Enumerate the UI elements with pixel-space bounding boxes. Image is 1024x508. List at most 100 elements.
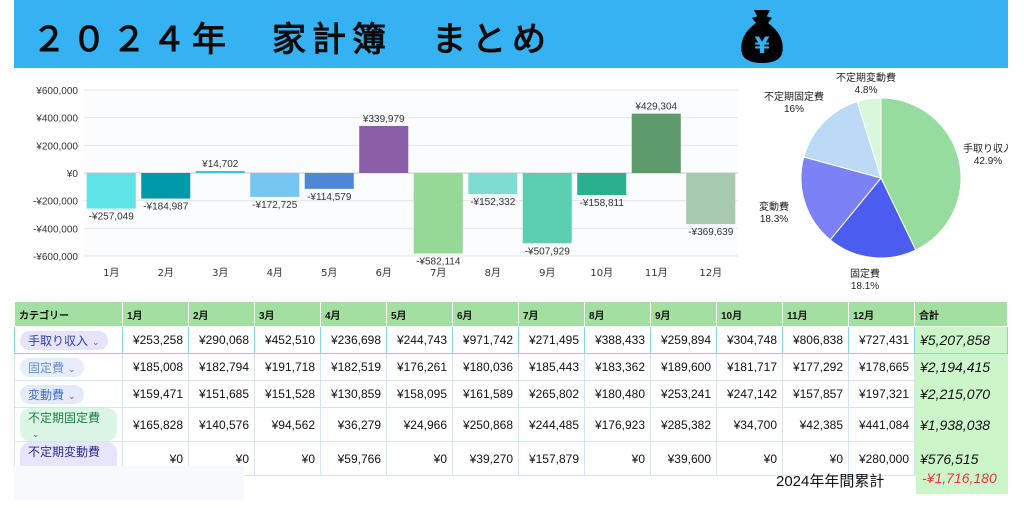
x-tick-label: 3月 [212, 267, 228, 279]
x-tick-label: 11月 [645, 267, 668, 279]
data-label: -¥158,811 [580, 198, 625, 209]
month-value-cell: ¥185,008 [122, 353, 189, 381]
month-value-cell: ¥259,894 [650, 326, 717, 354]
bar [141, 173, 191, 199]
month-value-cell: ¥177,292 [782, 353, 849, 381]
blank-area [14, 466, 244, 500]
pie-slice-pct: 18.1% [851, 281, 879, 292]
month-value-cell: ¥0 [584, 441, 651, 476]
table-row: 手取り収入 ⌄ ¥253,258 ¥290,068 ¥452,510 ¥236,698 ¥2… [14, 326, 1008, 354]
x-tick-label: 12月 [699, 267, 722, 279]
category-label: 変動費 [28, 387, 65, 402]
bar [631, 113, 681, 173]
header-month: 4月 [320, 301, 387, 327]
table-body: 手取り収入 ⌄ ¥253,258 ¥290,068 ¥452,510 ¥236,698 ¥2… [14, 326, 1008, 476]
month-value-cell: ¥140,576 [188, 407, 255, 442]
bar [86, 173, 136, 209]
month-value-cell: ¥191,718 [254, 353, 321, 381]
data-label: -¥184,987 [143, 202, 188, 213]
bar [468, 173, 518, 195]
month-value-cell: ¥157,879 [518, 441, 585, 476]
category-select-chip[interactable]: 固定費 ⌄ [20, 357, 84, 377]
month-value-cell: ¥161,589 [452, 380, 519, 408]
annual-total-label: 2024年年間累計 [776, 473, 885, 490]
row-total-cell: ¥2,215,070 [914, 380, 1008, 408]
month-value-cell: ¥182,519 [320, 353, 387, 381]
pie-slice-pct: 4.8% [855, 85, 878, 96]
month-value-cell: ¥806,838 [782, 326, 849, 354]
month-value-cell: ¥280,000 [848, 441, 915, 476]
month-value-cell: ¥94,562 [254, 407, 321, 442]
row-total-cell: ¥1,938,038 [914, 407, 1008, 442]
month-value-cell: ¥189,600 [650, 353, 717, 381]
month-value-cell: ¥271,495 [518, 326, 585, 354]
x-tick-label: 5月 [321, 267, 337, 279]
month-value-cell: ¥151,685 [188, 380, 255, 408]
monthly-table: カテゴリー 1月 2月 3月 4月 5月 6月 7月 8月 9月 10月 11月 12月 合計 手取り収入… [14, 301, 1008, 476]
pie-slice-label: 固定費 [850, 267, 880, 280]
category-cell: 変動費 ⌄ [14, 380, 123, 408]
data-label: -¥582,114 [416, 257, 461, 268]
header-month: 1月 [122, 301, 189, 327]
month-value-cell: ¥0 [716, 441, 783, 476]
category-label: 不定期変動費 [28, 445, 101, 459]
category-select-chip[interactable]: 手取り収入 ⌄ [20, 330, 108, 350]
month-value-cell: ¥165,828 [122, 407, 189, 442]
month-value-cell: ¥236,698 [320, 326, 387, 354]
header-month: 12月 [848, 301, 915, 327]
page-title: ２０２４年 家計簿 まとめ [32, 20, 552, 60]
data-label: -¥257,049 [89, 212, 134, 223]
data-label: -¥152,332 [470, 197, 515, 208]
header-month: 11月 [782, 301, 849, 327]
bar [686, 173, 736, 225]
month-value-cell: ¥265,802 [518, 380, 585, 408]
month-value-cell: ¥42,385 [782, 407, 849, 442]
month-value-cell: ¥0 [254, 441, 321, 476]
category-label: 固定費 [28, 360, 65, 375]
pie-slice [800, 156, 882, 241]
pie-slice-label: 不定期変動費 [836, 71, 896, 84]
header-month: 9月 [650, 301, 717, 327]
month-value-cell: ¥36,279 [320, 407, 387, 442]
bar [250, 173, 300, 197]
month-value-cell: ¥39,600 [650, 441, 717, 476]
bar [577, 173, 627, 195]
header-month: 10月 [716, 301, 783, 327]
chevron-down-icon: ⌄ [92, 336, 100, 347]
monthly-balance-bar-chart: ¥600,000 ¥400,000 ¥200,000 ¥0 -¥200,000 -¥400… [33, 86, 738, 279]
header-month: 6月 [452, 301, 519, 327]
month-value-cell: ¥247,142 [716, 380, 783, 408]
pie-slice-label: 変動費 [759, 200, 789, 213]
category-select-chip[interactable]: 変動費 ⌄ [20, 384, 84, 404]
month-value-cell: ¥34,700 [716, 407, 783, 442]
month-value-cell: ¥180,480 [584, 380, 651, 408]
month-value-cell: ¥388,433 [584, 326, 651, 354]
y-tick-label: ¥600,000 [35, 86, 78, 97]
pie-slice-label: 手取り収入 [963, 142, 1008, 155]
month-value-cell: ¥151,528 [254, 380, 321, 408]
bar [304, 173, 354, 189]
annual-total-value: -¥1,716,180 [916, 466, 1008, 494]
month-value-cell: ¥971,742 [452, 326, 519, 354]
month-value-cell: ¥39,270 [452, 441, 519, 476]
x-tick-label: 2月 [158, 267, 174, 279]
x-tick-label: 8月 [485, 267, 501, 279]
month-value-cell: ¥176,261 [386, 353, 453, 381]
month-value-cell: ¥130,859 [320, 380, 387, 408]
y-tick-label: -¥400,000 [33, 224, 78, 235]
category-label: 手取り収入 [28, 333, 89, 348]
data-label: -¥369,639 [688, 227, 733, 238]
month-value-cell: ¥452,510 [254, 326, 321, 354]
chart-area: ¥600,000 ¥400,000 ¥200,000 ¥0 -¥200,000 -¥400… [14, 70, 1008, 298]
data-label: ¥339,979 [362, 114, 405, 125]
category-cell: 固定費 ⌄ [14, 353, 123, 381]
pie-slice-pct: 16% [784, 104, 804, 115]
month-value-cell: ¥253,241 [650, 380, 717, 408]
pie-slice [829, 177, 917, 259]
month-value-cell: ¥290,068 [188, 326, 255, 354]
month-value-cell: ¥159,471 [122, 380, 189, 408]
header-month: 2月 [188, 301, 255, 327]
x-tick-label: 10月 [590, 267, 613, 279]
category-select-chip[interactable]: 不定期固定費 ⌄ [20, 408, 117, 441]
month-value-cell: ¥197,321 [848, 380, 915, 408]
